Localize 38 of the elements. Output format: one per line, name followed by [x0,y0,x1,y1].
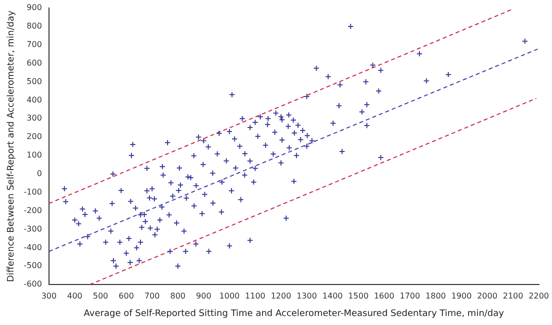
x-tick-label: 1300 [296,291,317,300]
x-tick-label: 1700 [400,291,420,300]
x-tick-label: 400 [67,291,82,300]
x-tick-label: 900 [196,291,212,300]
x-tick-label: 600 [118,291,134,300]
x-tick-label: 2100 [502,291,524,300]
x-tick-label: 2000 [477,291,498,300]
y-tick-label: 400 [26,95,42,104]
x-tick-label: 1000 [219,291,240,300]
y-tick-label: 700 [26,40,42,49]
x-tick-label: 700 [144,291,160,300]
x-tick-label: 1500 [348,291,369,300]
y-tick-label: 100 [26,150,42,160]
x-tick-label: 2200 [528,291,549,300]
y-tick-label: -600 [24,280,42,289]
y-tick-label: 500 [26,76,42,86]
y-axis-title: Difference Between Self-Report and Accelerometer, min/day [6,10,17,282]
y-tick-label: 200 [26,132,42,142]
x-tick-label: 1900 [451,291,472,300]
y-tick-label: -500 [24,261,42,270]
x-tick-label: 1200 [270,291,292,300]
x-tick-label: 1600 [374,291,394,300]
x-tick-label: 800 [170,291,186,300]
x-axis-title: Average of Self-Reported Sitting Time and Accelerometer-Measured Sedentary Time, min/day [84,308,505,319]
y-tick-label: 900 [26,3,42,12]
y-tick-label: 0 [36,169,42,178]
y-tick-label: -100 [24,187,42,196]
y-tick-label: 800 [26,22,42,31]
x-tick-label: 1100 [245,291,266,300]
y-tick-label: 600 [26,58,42,68]
x-tick-label: 1800 [426,291,446,300]
y-tick-label: -400 [24,242,42,252]
y-tick-label: -200 [24,206,42,215]
x-tick-label: 500 [92,291,108,300]
x-tick-label: 300 [41,291,57,300]
y-tick-label: 300 [26,114,42,123]
x-tick-label: 1400 [322,291,343,300]
y-tick-label: -300 [24,224,42,234]
